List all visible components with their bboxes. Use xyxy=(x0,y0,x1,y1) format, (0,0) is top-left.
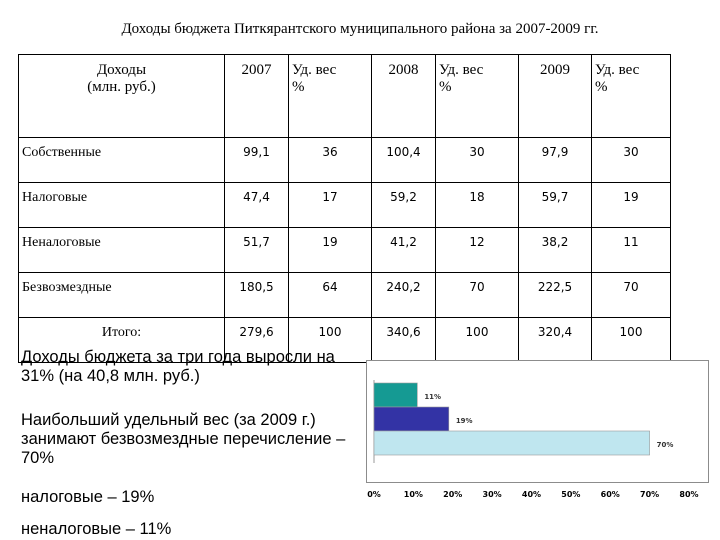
x-tick-label: 50% xyxy=(561,490,580,499)
note-tax: налоговые – 19% xyxy=(21,488,155,506)
table-cell: 17 xyxy=(288,182,372,228)
table-cell: 19 xyxy=(288,227,372,273)
note-largest-share: Наибольший удельный вес (за 2009 г.) зан… xyxy=(21,411,346,467)
table-cell: 99,1 xyxy=(224,137,289,183)
table-cell: 97,9 xyxy=(518,137,592,183)
table-cell: 64 xyxy=(288,272,372,318)
budget-table: Доходы (млн. руб.) 2007 Уд. вес % 2008 У… xyxy=(18,54,671,363)
row-label: Неналоговые xyxy=(18,227,225,273)
x-tick-label: 60% xyxy=(601,490,620,499)
bar-0 xyxy=(373,382,418,408)
table-cell: 222,5 xyxy=(518,272,592,318)
bar-2 xyxy=(373,430,650,456)
table-cell: 19 xyxy=(591,182,671,228)
note-nontax: неналоговые – 11% xyxy=(21,520,172,538)
bar-data-label-0: 11% xyxy=(424,393,441,401)
x-tick-label: 30% xyxy=(483,490,502,499)
x-tick-label: 40% xyxy=(522,490,541,499)
table-cell: 36 xyxy=(288,137,372,183)
table-cell: 30 xyxy=(435,137,519,183)
table-cell: 51,7 xyxy=(224,227,289,273)
table-cell: 70 xyxy=(435,272,519,318)
table-cell: 100 xyxy=(591,317,671,363)
table-cell: 240,2 xyxy=(371,272,436,318)
table-row: Неналоговые 51,7 19 41,2 12 38,2 11 xyxy=(18,227,671,273)
header-label: Доходы (млн. руб.) xyxy=(18,54,225,138)
table-cell: 18 xyxy=(435,182,519,228)
note-growth: Доходы бюджета за три года выросли на 31… xyxy=(21,348,335,385)
table-header-row: Доходы (млн. руб.) 2007 Уд. вес % 2008 У… xyxy=(18,54,671,138)
row-label-total: Итого: xyxy=(18,317,225,363)
header-2007: 2007 xyxy=(224,54,289,138)
table-row-total: Итого: 279,6 100 340,6 100 320,4 100 xyxy=(18,317,671,363)
bar-data-label-2: 70% xyxy=(657,441,674,449)
x-tick-label: 70% xyxy=(640,490,659,499)
bar-1 xyxy=(373,406,450,432)
table-row: Налоговые 47,4 17 59,2 18 59,7 19 xyxy=(18,182,671,228)
table-row: Собственные 99,1 36 100,4 30 97,9 30 xyxy=(18,137,671,183)
row-label: Безвозмездные xyxy=(18,272,225,318)
row-label: Собственные xyxy=(18,137,225,183)
table-cell: 100,4 xyxy=(371,137,436,183)
header-2009: 2009 xyxy=(518,54,592,138)
table-cell: 70 xyxy=(591,272,671,318)
x-tick-label: 80% xyxy=(679,490,698,499)
table-cell: 100 xyxy=(435,317,519,363)
table-cell: 59,2 xyxy=(371,182,436,228)
x-tick-label: 20% xyxy=(443,490,462,499)
table-cell: 320,4 xyxy=(518,317,592,363)
page-title: Доходы бюджета Питкярантского муниципаль… xyxy=(121,21,599,37)
header-share-2008: Уд. вес % xyxy=(435,54,519,138)
table-cell: 11 xyxy=(591,227,671,273)
table-cell: 180,5 xyxy=(224,272,289,318)
table-cell: 279,6 xyxy=(224,317,289,363)
table-cell: 41,2 xyxy=(371,227,436,273)
table-cell: 38,2 xyxy=(518,227,592,273)
table-row: Безвозмездные 180,5 64 240,2 70 222,5 70 xyxy=(18,272,671,318)
table-cell: 59,7 xyxy=(518,182,592,228)
header-share-2009: Уд. вес % xyxy=(591,54,671,138)
table-cell: 47,4 xyxy=(224,182,289,228)
x-tick-label: 10% xyxy=(404,490,423,499)
x-tick-label: 0% xyxy=(367,490,381,499)
header-2008: 2008 xyxy=(371,54,436,138)
table-cell: 340,6 xyxy=(371,317,436,363)
header-share-2007: Уд. вес % xyxy=(288,54,372,138)
table-cell: 30 xyxy=(591,137,671,183)
share-bar-chart: 11% 19% 70% 0% 10% 20% 30% 40% 50% 60% 70% 80% xyxy=(366,360,709,499)
bar-data-label-1: 19% xyxy=(456,417,473,425)
row-label: Налоговые xyxy=(18,182,225,228)
table-cell: 12 xyxy=(435,227,519,273)
